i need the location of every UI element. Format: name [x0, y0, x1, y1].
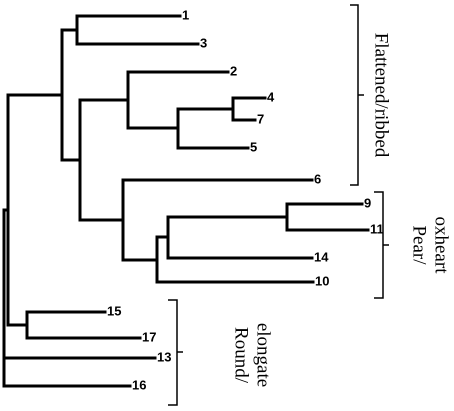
- leaf-label: 14: [314, 249, 329, 264]
- group-label: Flattened/ribbed: [371, 33, 392, 158]
- labels: 1324756911141015171316Flattened/ribbedPe…: [107, 7, 452, 392]
- leaf-label: 2: [230, 63, 237, 78]
- leaf-label: 17: [142, 329, 156, 344]
- branches: [2, 14, 370, 388]
- leaf-label: 16: [132, 377, 146, 392]
- group-label: Pear/: [409, 225, 430, 265]
- leaf-label: 3: [200, 35, 207, 50]
- leaf-label: 15: [107, 303, 121, 318]
- leaf-label: 4: [267, 89, 275, 104]
- leaf-label: 7: [257, 111, 264, 126]
- leaf-label: 5: [250, 139, 257, 154]
- bracket-round: [168, 299, 183, 406]
- group-label: oxheart: [431, 217, 452, 275]
- bracket-pear: [374, 191, 389, 299]
- bracket-flattened: [350, 4, 364, 186]
- leaf-label: 9: [364, 195, 371, 210]
- leaf-label: 13: [157, 349, 171, 364]
- leaf-label: 11: [370, 221, 384, 236]
- leaf-label: 1: [182, 7, 189, 22]
- leaf-label: 6: [314, 171, 321, 186]
- leaf-label: 10: [315, 273, 329, 288]
- group-label: Round/: [231, 327, 252, 384]
- group-label: elongate: [253, 323, 274, 387]
